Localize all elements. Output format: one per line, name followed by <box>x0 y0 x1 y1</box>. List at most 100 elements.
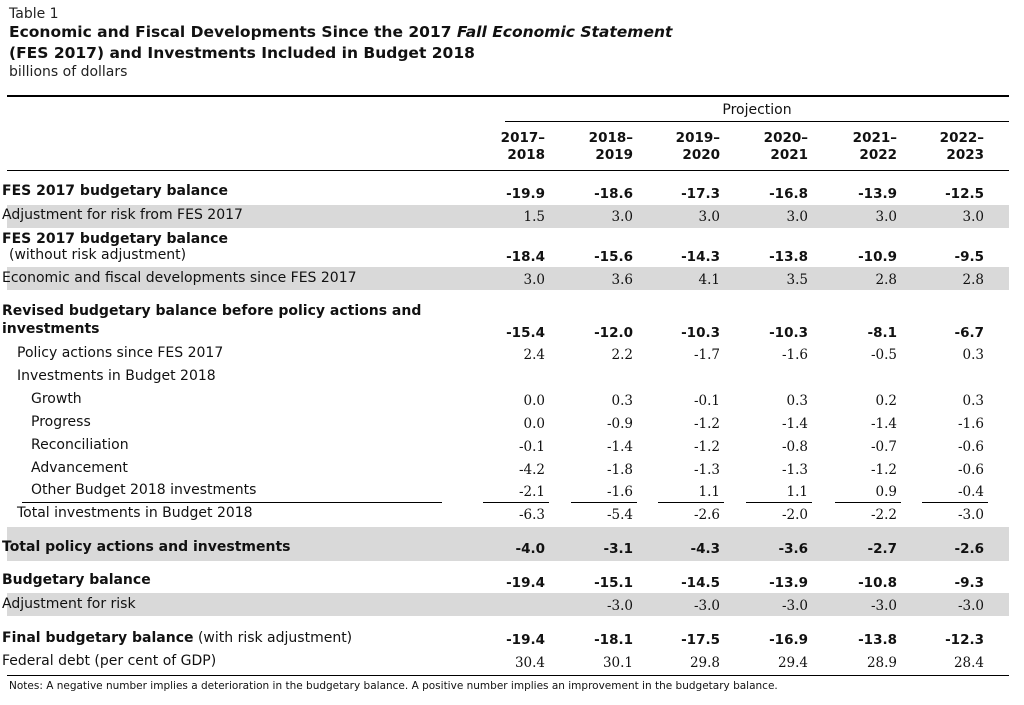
cell-value: -4.3 <box>690 541 720 557</box>
row-label-advancement: Advancement <box>31 460 128 477</box>
cell-value: 3.0 <box>786 209 808 225</box>
cell-value: -0.9 <box>606 416 633 432</box>
cell-value: -10.3 <box>769 325 808 341</box>
title-line2: (FES 2017) and Investments Included in B… <box>9 44 475 62</box>
cell-value: 3.0 <box>523 272 545 288</box>
row-label-text: Other Budget 2018 investments <box>31 482 257 498</box>
row-shading <box>7 527 1009 561</box>
row-label-fes-2017-budgetary-balance: FES 2017 budgetary balance <box>2 231 228 248</box>
row-label-text: Reconciliation <box>31 437 129 453</box>
cell-value: -9.5 <box>954 249 984 265</box>
year-header-top: 2022– <box>939 130 984 146</box>
row-label-text: Adjustment for risk <box>2 596 136 612</box>
cell-value: 1.1 <box>786 484 808 500</box>
cell-value: -0.1 <box>518 439 545 455</box>
cell-value: 0.0 <box>523 416 545 432</box>
cell-value: 0.0 <box>523 393 545 409</box>
cell-value: -12.5 <box>945 186 984 202</box>
cell-value: -1.6 <box>606 484 633 500</box>
cell-value: -10.3 <box>681 325 720 341</box>
cell-value: -18.6 <box>594 186 633 202</box>
cell-value: -3.0 <box>606 598 633 614</box>
row-label-budgetary-balance: Budgetary balance <box>2 572 151 589</box>
subtotal-rule <box>746 502 812 503</box>
row-label-text: Adjustment for risk from FES 2017 <box>2 207 243 223</box>
units-label: billions of dollars <box>9 64 128 80</box>
cell-value: 4.1 <box>698 272 720 288</box>
cell-value: 30.4 <box>514 655 545 671</box>
year-header: 2021– 2022 <box>817 130 897 164</box>
cell-value: 29.4 <box>777 655 808 671</box>
row-label-growth: Growth <box>31 391 82 408</box>
cell-value: -1.4 <box>606 439 633 455</box>
cell-value: -1.4 <box>781 416 808 432</box>
cell-value: -3.1 <box>603 541 633 557</box>
row-label-text: Total investments in Budget 2018 <box>17 505 253 521</box>
row-label-text: Policy actions since FES 2017 <box>17 345 224 361</box>
cell-value: -12.3 <box>945 632 984 648</box>
cell-value: -3.0 <box>957 598 984 614</box>
projection-rule <box>505 121 1009 122</box>
cell-value: -15.6 <box>594 249 633 265</box>
cell-value: 28.4 <box>953 655 984 671</box>
title-part1: Economic and Fiscal Developments Since t… <box>9 23 457 41</box>
cell-value: -15.4 <box>506 325 545 341</box>
projection-label: Projection <box>722 102 792 118</box>
cell-value: -3.6 <box>778 541 808 557</box>
row-label-text: Investments in Budget 2018 <box>17 368 216 384</box>
cell-value: 29.8 <box>689 655 720 671</box>
cell-value: -12.0 <box>594 325 633 341</box>
cell-value: 3.0 <box>611 209 633 225</box>
cell-value: -19.4 <box>506 632 545 648</box>
cell-value: 0.3 <box>786 393 808 409</box>
row-label-fes-2017-budgetary-balance: FES 2017 budgetary balance <box>2 183 228 200</box>
cell-value: -3.0 <box>693 598 720 614</box>
cell-value: -1.2 <box>693 439 720 455</box>
cell-value: -1.3 <box>693 462 720 478</box>
cell-value: 2.8 <box>962 272 984 288</box>
cell-value: -0.6 <box>957 462 984 478</box>
cell-value: -2.7 <box>867 541 897 557</box>
year-header: 2018– 2019 <box>553 130 633 164</box>
top-rule <box>7 95 1009 97</box>
cell-value: -14.3 <box>681 249 720 265</box>
year-header-bottom: 2018 <box>507 147 545 163</box>
cell-value: -2.6 <box>954 541 984 557</box>
cell-value: -3.0 <box>957 507 984 523</box>
row-label-adjustment-for-risk-from-fes-2017: Adjustment for risk from FES 2017 <box>2 207 243 224</box>
cell-value: -0.7 <box>870 439 897 455</box>
cell-value: -2.1 <box>518 484 545 500</box>
cell-value: -3.0 <box>870 598 897 614</box>
cell-value: 0.2 <box>875 393 897 409</box>
cell-value: -3.0 <box>781 598 808 614</box>
subtotal-rule <box>571 502 637 503</box>
row-label-policy-actions-since-fes-2017: Policy actions since FES 2017 <box>17 345 223 362</box>
cell-value: -0.1 <box>693 393 720 409</box>
row-label-revised-budgetary-balance-before-policy-actions-and: Revised budgetary balance before policy … <box>2 303 421 320</box>
cell-value: -19.9 <box>506 186 545 202</box>
cell-value: -6.7 <box>954 325 984 341</box>
row-label-text: Final budgetary balance <box>2 630 194 646</box>
cell-value: -5.4 <box>606 507 633 523</box>
cell-value: -1.6 <box>957 416 984 432</box>
subtotal-label-rule <box>22 502 442 503</box>
cell-value: -15.1 <box>594 575 633 591</box>
cell-value: -2.2 <box>870 507 897 523</box>
cell-value: -9.3 <box>954 575 984 591</box>
row-label-reconciliation: Reconciliation <box>31 437 129 454</box>
row-label-line2: (without risk adjustment) <box>9 247 187 263</box>
subtotal-rule <box>835 502 901 503</box>
table-note: Notes: A negative number implies a deter… <box>9 680 778 692</box>
cell-value: -2.0 <box>781 507 808 523</box>
row-label-text: FES 2017 budgetary balance <box>2 183 228 199</box>
subtotal-rule <box>483 502 549 503</box>
cell-value: -2.6 <box>693 507 720 523</box>
year-header: 2020– 2021 <box>728 130 808 164</box>
row-label-text: Economic and fiscal developments since F… <box>2 270 357 286</box>
cell-value: -17.3 <box>681 186 720 202</box>
row-shading <box>7 205 1009 228</box>
cell-value: 1.5 <box>523 209 545 225</box>
cell-value: -17.5 <box>681 632 720 648</box>
cell-value: 0.3 <box>962 393 984 409</box>
table-title: Economic and Fiscal Developments Since t… <box>9 22 1009 64</box>
